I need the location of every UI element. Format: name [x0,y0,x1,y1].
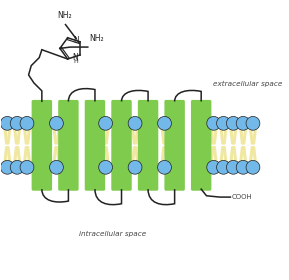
Circle shape [216,160,230,174]
FancyBboxPatch shape [138,100,158,191]
Text: intracellular space: intracellular space [79,231,146,237]
Circle shape [20,116,34,130]
Circle shape [49,160,63,174]
Circle shape [158,116,171,130]
Circle shape [128,160,142,174]
Text: extracellular space: extracellular space [213,81,283,87]
FancyBboxPatch shape [32,100,52,191]
Circle shape [236,160,250,174]
Circle shape [236,116,250,130]
Circle shape [207,160,221,174]
Text: H: H [73,59,78,64]
Circle shape [99,160,112,174]
FancyBboxPatch shape [164,100,185,191]
Circle shape [158,160,171,174]
Circle shape [246,160,260,174]
Circle shape [128,116,142,130]
Text: NH₂: NH₂ [58,11,72,20]
Circle shape [49,116,63,130]
Circle shape [10,160,24,174]
Circle shape [226,160,240,174]
Text: NH₂: NH₂ [89,34,104,43]
Circle shape [246,116,260,130]
Circle shape [0,160,14,174]
FancyBboxPatch shape [191,100,211,191]
Text: N: N [73,53,78,62]
Circle shape [99,116,112,130]
Circle shape [216,116,230,130]
Circle shape [207,116,221,130]
Text: COOH: COOH [232,194,253,200]
Text: N: N [73,36,79,45]
Circle shape [0,116,14,130]
Circle shape [20,160,34,174]
Circle shape [226,116,240,130]
FancyBboxPatch shape [58,100,79,191]
FancyBboxPatch shape [85,100,105,191]
FancyBboxPatch shape [111,100,132,191]
Circle shape [10,116,24,130]
